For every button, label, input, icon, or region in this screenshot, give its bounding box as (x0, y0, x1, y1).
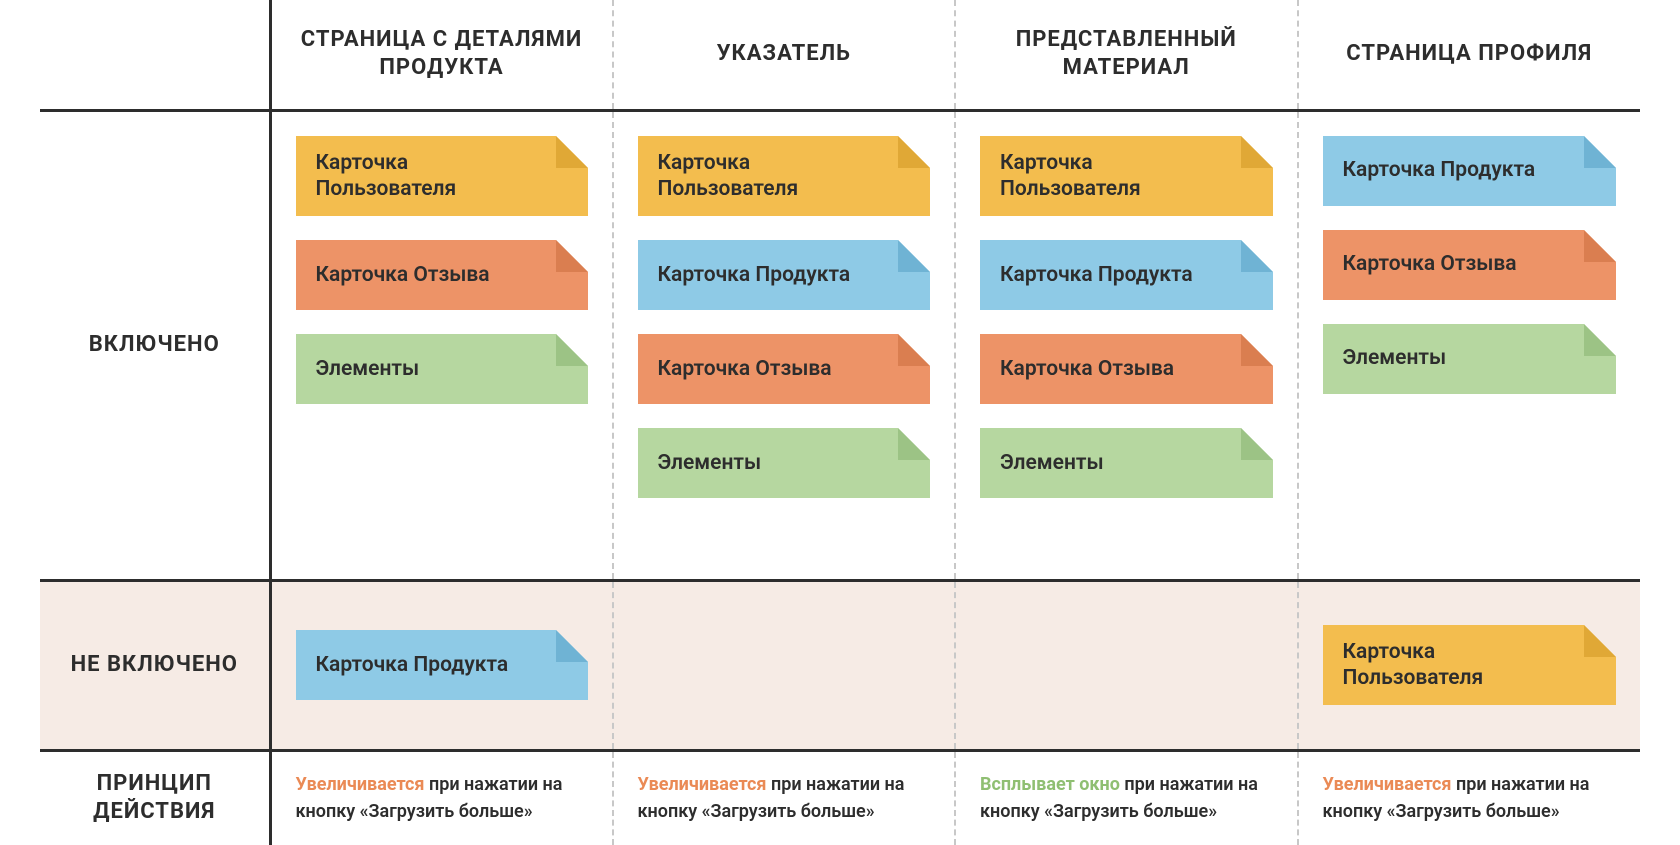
card-product: Карточка Продукта (980, 240, 1273, 310)
col-header: УКАЗАТЕЛЬ (613, 0, 956, 110)
grid: СТРАНИЦА С ДЕТАЛЯМИ ПРОДУКТА УКАЗАТЕЛЬ П… (40, 0, 1640, 845)
col-header: ПРЕДСТАВЛЕННЫЙ МАТЕРИАЛ (955, 0, 1298, 110)
card-user: Карточка Пользователя (638, 136, 931, 217)
principle-highlight: Всплывает окно (980, 774, 1120, 795)
card-label: Карточка Отзыва (1000, 356, 1174, 382)
fold-icon (1241, 136, 1273, 168)
fold-icon (1241, 240, 1273, 272)
cell-principle-0: Увеличивается при нажатии на кнопку «Заг… (270, 750, 613, 845)
card-product: Карточка Продукта (1323, 136, 1617, 206)
fold-icon (898, 240, 930, 272)
fold-icon (1584, 324, 1616, 356)
card-label: Элементы (316, 356, 420, 382)
card-user: Карточка Пользователя (296, 136, 588, 217)
row-included: ВКЛЮЧЕНО Карточка Пользователя Карточка О… (40, 110, 1640, 580)
cell-principle-1: Увеличивается при нажатии на кнопку «Заг… (613, 750, 956, 845)
cell-principle-2: Всплывает окно при нажатии на кнопку «За… (955, 750, 1298, 845)
card-product: Карточка Продукта (638, 240, 931, 310)
fold-icon (1584, 625, 1616, 657)
card-label: Карточка Пользователя (1343, 639, 1569, 692)
card-label: Карточка Продукта (316, 652, 509, 678)
row-not-included: НЕ ВКЛЮЧЕНО Карточка Продукта Карточка П… (40, 580, 1640, 750)
card-label: Карточка Пользователя (1000, 150, 1225, 203)
card-label: Карточка Отзыва (316, 262, 490, 288)
card-label: Карточка Отзыва (658, 356, 832, 382)
card-element: Элементы (1323, 324, 1617, 394)
row-header-not-included: НЕ ВКЛЮЧЕНО (40, 580, 270, 750)
card-label: Карточка Пользователя (658, 150, 883, 203)
card-user: Карточка Пользователя (1323, 625, 1617, 706)
card-review: Карточка Отзыва (296, 240, 588, 310)
principle-highlight: Увеличивается (638, 774, 767, 795)
cell-principle-3: Увеличивается при нажатии на кнопку «Заг… (1298, 750, 1641, 845)
fold-icon (556, 240, 588, 272)
fold-icon (556, 334, 588, 366)
cell-notinc-3: Карточка Пользователя (1298, 580, 1641, 750)
card-element: Элементы (980, 428, 1273, 498)
card-label: Элементы (1343, 345, 1447, 371)
cell-included-1: Карточка Пользователя Карточка Продукта Ка… (613, 110, 956, 580)
matrix-table: СТРАНИЦА С ДЕТАЛЯМИ ПРОДУКТА УКАЗАТЕЛЬ П… (0, 0, 1680, 845)
card-label: Элементы (1000, 450, 1104, 476)
card-product: Карточка Продукта (296, 630, 588, 700)
card-review: Карточка Отзыва (638, 334, 931, 404)
fold-icon (1241, 334, 1273, 366)
card-label: Карточка Продукта (1343, 157, 1536, 183)
fold-icon (1584, 136, 1616, 168)
row-header-principle: ПРИНЦИП ДЕЙСТВИЯ (40, 750, 270, 845)
fold-icon (556, 136, 588, 168)
cell-included-3: Карточка Продукта Карточка Отзыва Элементы (1298, 110, 1641, 580)
card-element: Элементы (638, 428, 931, 498)
fold-icon (898, 334, 930, 366)
cell-notinc-2 (955, 580, 1298, 750)
card-label: Карточка Продукта (1000, 262, 1193, 288)
fold-icon (898, 136, 930, 168)
cell-included-0: Карточка Пользователя Карточка Отзыва Элем… (270, 110, 613, 580)
header-row: СТРАНИЦА С ДЕТАЛЯМИ ПРОДУКТА УКАЗАТЕЛЬ П… (40, 0, 1640, 110)
header-corner (40, 0, 270, 110)
card-label: Карточка Отзыва (1343, 251, 1517, 277)
card-review: Карточка Отзыва (1323, 230, 1617, 300)
row-principle: ПРИНЦИП ДЕЙСТВИЯ Увеличивается при нажат… (40, 750, 1640, 845)
fold-icon (1241, 428, 1273, 460)
card-label: Карточка Продукта (658, 262, 851, 288)
row-header-included: ВКЛЮЧЕНО (40, 110, 270, 580)
cell-notinc-1 (613, 580, 956, 750)
fold-icon (898, 428, 930, 460)
fold-icon (556, 630, 588, 662)
card-review: Карточка Отзыва (980, 334, 1273, 404)
col-header: СТРАНИЦА ПРОФИЛЯ (1298, 0, 1641, 110)
card-label: Элементы (658, 450, 762, 476)
principle-highlight: Увеличивается (1323, 774, 1452, 795)
card-element: Элементы (296, 334, 588, 404)
cell-notinc-0: Карточка Продукта (270, 580, 613, 750)
principle-highlight: Увеличивается (296, 774, 425, 795)
fold-icon (1584, 230, 1616, 262)
cell-included-2: Карточка Пользователя Карточка Продукта Ка… (955, 110, 1298, 580)
card-label: Карточка Пользователя (316, 150, 540, 203)
col-header: СТРАНИЦА С ДЕТАЛЯМИ ПРОДУКТА (270, 0, 613, 110)
card-user: Карточка Пользователя (980, 136, 1273, 217)
